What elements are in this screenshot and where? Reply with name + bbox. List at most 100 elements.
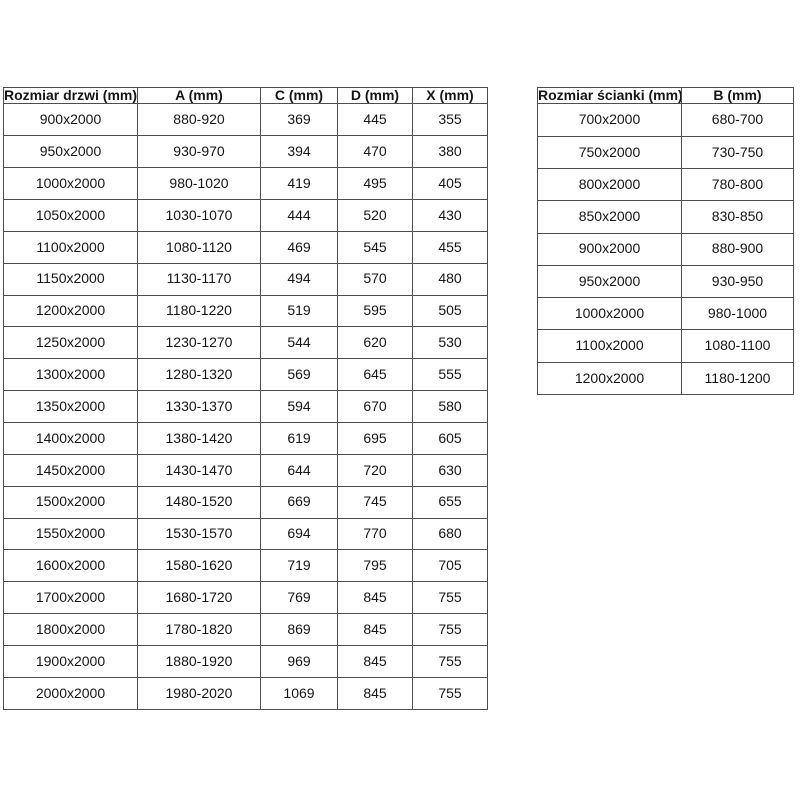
table-cell: 1050x2000 — [3, 198, 138, 232]
table-cell: 1700x2000 — [3, 581, 138, 615]
table-cell: 900x2000 — [3, 103, 138, 137]
table-row: 1600x2000 1580-1620 719 795 705 — [3, 549, 488, 583]
table-cell: 644 — [260, 453, 338, 487]
door-table-body: 900x2000 880-920 369 445 355 950x2000 930-970 3… — [3, 103, 488, 711]
table-cell: 1200x2000 — [537, 361, 682, 396]
table-cell: 605 — [412, 421, 488, 455]
table-cell: 355 — [412, 103, 488, 137]
table-row: 1450x2000 1430-1470 644 720 630 — [3, 453, 488, 487]
table-cell: 795 — [337, 549, 413, 583]
header-cell: B (mm) — [681, 86, 794, 105]
table-cell: 719 — [260, 549, 338, 583]
table-cell: 830-850 — [681, 200, 794, 234]
table-row: 1100x2000 1080-1100 — [537, 329, 794, 363]
table-row: 1250x2000 1230-1270 544 620 530 — [3, 326, 488, 360]
table-cell: 1330-1370 — [137, 390, 261, 423]
table-cell: 930-950 — [681, 264, 794, 299]
table-cell: 1480-1520 — [137, 485, 261, 519]
table-cell: 845 — [337, 645, 413, 678]
table-row: 900x2000 880-920 369 445 355 — [3, 103, 488, 137]
table-row: 1700x2000 1680-1720 769 845 755 — [3, 581, 488, 615]
table-cell: 555 — [412, 358, 488, 392]
door-table-header: Rozmiar drzwi (mm) A (mm) C (mm) D (mm) X (m… — [3, 86, 488, 105]
table-row: 800x2000 780-800 — [537, 167, 794, 202]
table-cell: 1600x2000 — [3, 549, 138, 583]
table-cell: 494 — [260, 262, 338, 296]
table-cell: 1350x2000 — [3, 390, 138, 423]
table-cell: 1450x2000 — [3, 453, 138, 487]
table-cell: 755 — [412, 613, 488, 646]
table-cell: 900x2000 — [537, 232, 682, 266]
table-cell: 1980-2020 — [137, 676, 261, 711]
table-cell: 444 — [260, 198, 338, 232]
table-cell: 1380-1420 — [137, 421, 261, 455]
table-cell: 1500x2000 — [3, 485, 138, 519]
table-cell: 1280-1320 — [137, 358, 261, 392]
table-row: 1000x2000 980-1000 — [537, 297, 794, 331]
table-cell: 544 — [260, 326, 338, 360]
table-cell: 680-700 — [681, 103, 794, 137]
table-cell: 930-970 — [137, 135, 261, 169]
table-cell: 2000x2000 — [3, 676, 138, 711]
table-cell: 620 — [337, 326, 413, 360]
table-cell: 645 — [337, 358, 413, 392]
table-row: 850x2000 830-850 — [537, 200, 794, 234]
table-cell: 1430-1470 — [137, 453, 261, 487]
table-cell: 569 — [260, 358, 338, 392]
table-cell: 1080-1120 — [137, 230, 261, 264]
table-cell: 394 — [260, 135, 338, 169]
table-row: 1150x2000 1130-1170 494 570 480 — [3, 262, 488, 296]
wall-table-body: 700x2000 680-700 750x2000 730-750 800x2000 78… — [537, 103, 794, 396]
table-cell: 750x2000 — [537, 135, 682, 169]
table-cell: 755 — [412, 676, 488, 711]
table-cell: 705 — [412, 549, 488, 583]
table-cell: 545 — [337, 230, 413, 264]
header-cell: C (mm) — [260, 86, 338, 105]
table-cell: 655 — [412, 485, 488, 519]
table-cell: 880-920 — [137, 103, 261, 137]
table-row: 900x2000 880-900 — [537, 232, 794, 266]
table-cell: 405 — [412, 167, 488, 200]
table-cell: 580 — [412, 390, 488, 423]
table-cell: 570 — [337, 262, 413, 296]
table-cell: 630 — [412, 453, 488, 487]
table-cell: 470 — [337, 135, 413, 169]
table-row: 1200x2000 1180-1200 — [537, 361, 794, 396]
table-cell: 495 — [337, 167, 413, 200]
table-cell: 1130-1170 — [137, 262, 261, 296]
table-cell: 780-800 — [681, 167, 794, 202]
table-row: 750x2000 730-750 — [537, 135, 794, 169]
table-cell: 595 — [337, 294, 413, 328]
table-cell: 619 — [260, 421, 338, 455]
table-cell: 845 — [337, 581, 413, 615]
table-cell: 694 — [260, 517, 338, 551]
header-cell: A (mm) — [137, 86, 261, 105]
table-row: 1400x2000 1380-1420 619 695 605 — [3, 421, 488, 455]
table-row: 1550x2000 1530-1570 694 770 680 — [3, 517, 488, 551]
table-cell: 455 — [412, 230, 488, 264]
table-cell: 469 — [260, 230, 338, 264]
table-cell: 520 — [337, 198, 413, 232]
table-cell: 880-900 — [681, 232, 794, 266]
table-cell: 1680-1720 — [137, 581, 261, 615]
table-cell: 1100x2000 — [3, 230, 138, 264]
table-cell: 369 — [260, 103, 338, 137]
table-cell: 1550x2000 — [3, 517, 138, 551]
table-row: 1100x2000 1080-1120 469 545 455 — [3, 230, 488, 264]
table-cell: 969 — [260, 645, 338, 678]
table-cell: 980-1000 — [681, 297, 794, 331]
table-cell: 594 — [260, 390, 338, 423]
table-cell: 380 — [412, 135, 488, 169]
table-row: 950x2000 930-970 394 470 380 — [3, 135, 488, 169]
table-cell: 869 — [260, 613, 338, 646]
table-cell: 950x2000 — [537, 264, 682, 299]
table-cell: 1030-1070 — [137, 198, 261, 232]
table-cell: 505 — [412, 294, 488, 328]
table-cell: 950x2000 — [3, 135, 138, 169]
table-cell: 1900x2000 — [3, 645, 138, 678]
table-row: 1000x2000 980-1020 419 495 405 — [3, 167, 488, 200]
table-cell: 1530-1570 — [137, 517, 261, 551]
table-cell: 769 — [260, 581, 338, 615]
table-cell: 745 — [337, 485, 413, 519]
table-row: 1500x2000 1480-1520 669 745 655 — [3, 485, 488, 519]
